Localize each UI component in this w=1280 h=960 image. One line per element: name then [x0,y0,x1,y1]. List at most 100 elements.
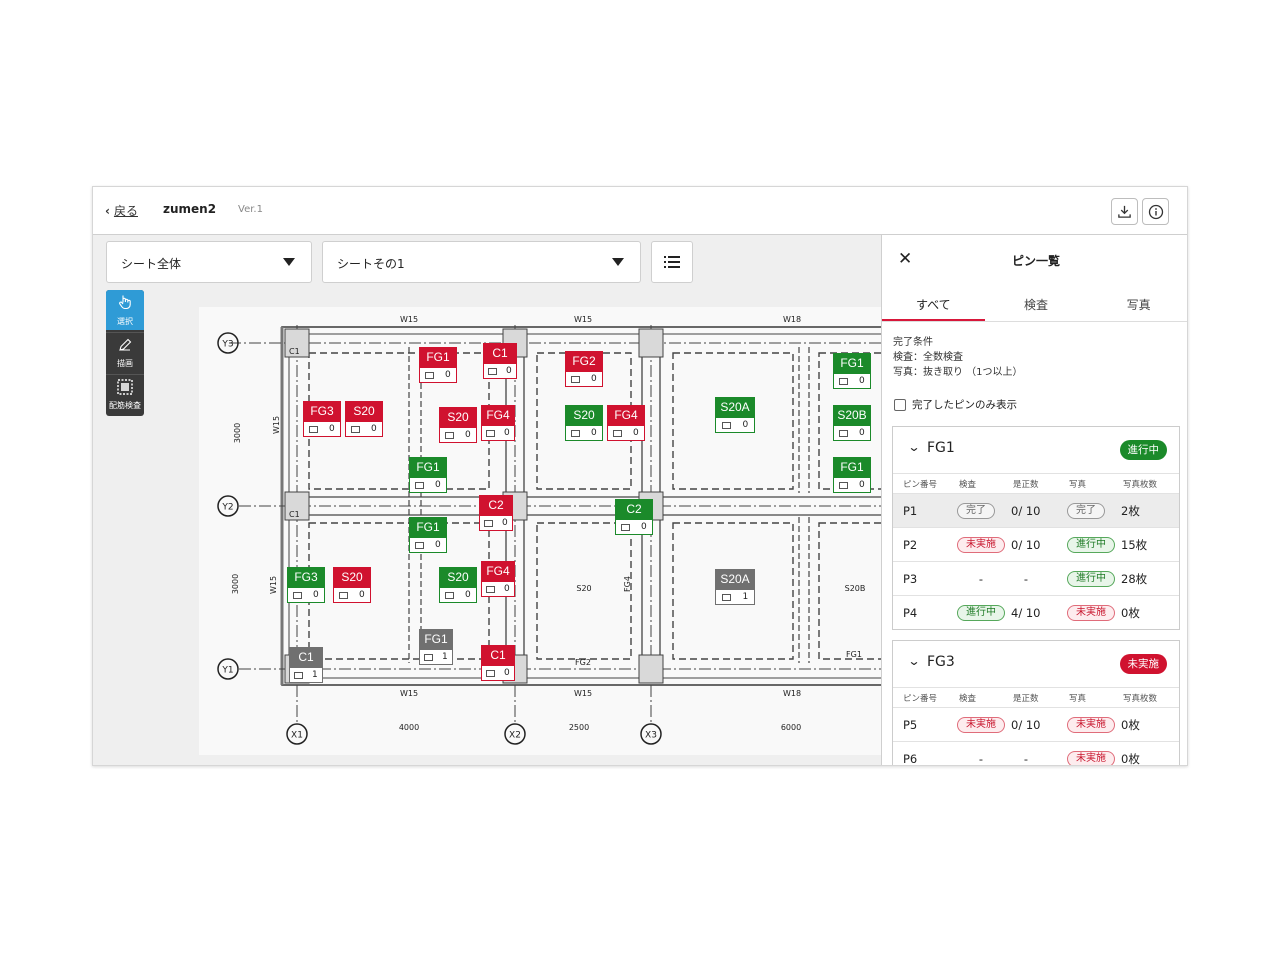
pin-photo-count: 0 [479,515,513,531]
side-beam-label: W15 [272,416,281,434]
drawing-pin[interactable]: FG4 0 [607,405,645,441]
status-pill: 未実施 [1067,750,1115,765]
pin-photo-count: 0 [565,425,603,441]
download-button[interactable] [1111,198,1138,225]
pin-photo-count: 0 [419,367,457,383]
inspection-status: 未実施 [957,528,1005,561]
sheet-page-select-value: シートその1 [337,257,405,271]
pin-group-header[interactable]: ⌄ FG1 進行中 [893,427,1179,473]
grid-label-x2: X2 [509,731,521,741]
tool-select[interactable]: 選択 [106,290,144,330]
table-row[interactable]: P6 - - 未実施 0枚 [893,741,1179,766]
drawing-pin[interactable]: S20A 1 [715,569,755,605]
photo-icon [839,377,849,385]
drawing-pin[interactable]: C2 0 [615,499,653,535]
inspection-status: - [978,751,984,766]
photo-status: 未実施 [1067,742,1115,765]
photo-icon [424,653,434,661]
status-pill: 未実施 [957,716,1005,733]
drawing-pin[interactable]: FG4 0 [481,405,515,441]
drawing-pin[interactable]: FG1 0 [409,457,447,493]
tool-draw[interactable]: 描画 [106,332,144,372]
drawing-canvas[interactable]: Y3 Y2 Y1 X1 X2 X3 W15 W15 W18 W15 W15 W1… [199,307,883,755]
pin-photo-count: 0 [565,371,603,387]
download-icon [1118,205,1131,218]
correction-count: 0/ 10 [1011,503,1041,518]
pin-count: 1 [742,592,749,602]
drawing-pin[interactable]: S20 0 [345,401,383,437]
drawing-pin[interactable]: C1 1 [289,647,323,683]
pin-label: S20B [833,405,871,425]
table-header: ピン番号 検査 是正数 写真 写真枚数 [893,473,1179,493]
beam-label: W18 [783,689,801,698]
pin-label: C2 [615,499,653,519]
photo-icon [488,367,498,375]
photo-icon [621,523,631,531]
tab-all[interactable]: すべて [882,285,985,321]
table-row[interactable]: P5 未実施 0/ 10 未実施 0枚 [893,707,1179,741]
photo-status: 未実施 [1067,708,1115,741]
drawing-pin[interactable]: FG1 0 [409,517,447,553]
photo-status: 未実施 [1067,596,1115,629]
pin-group-header[interactable]: ⌄ FG3 未実施 [893,641,1179,687]
completed-only-checkbox[interactable] [894,398,906,411]
dimension-label: 4000 [399,723,419,732]
table-row[interactable]: P1 完了 0/ 10 完了 2枚 [893,493,1179,527]
pin-photo-count: 0 [303,421,341,437]
table-row[interactable]: P3 - - 進行中 28枚 [893,561,1179,595]
table-row[interactable]: P2 未実施 0/ 10 進行中 15枚 [893,527,1179,561]
pin-count: 0 [858,376,865,386]
tab-photo[interactable]: 写真 [1126,298,1151,312]
completed-only-filter[interactable]: 完了したピンのみ表示 [894,397,1017,412]
photo-icon [839,481,849,489]
pin-list-panel: ✕ ピン一覧 すべて 検査 写真 完了条件 検査：全数検査 写真：抜き取り （1… [881,235,1187,766]
drawing-pin[interactable]: FG2 0 [565,351,603,387]
drawing-pin[interactable]: S20 0 [439,407,477,443]
drawing-pin[interactable]: FG1 0 [833,353,871,389]
pin-group-card: ⌄ FG1 進行中 ピン番号 検査 是正数 写真 写真枚数 P1 完了 0/ 10 完了 2枚 P2… [892,426,1180,630]
pin-group-name: FG3 [927,654,955,670]
drawing-pin[interactable]: C2 0 [479,495,513,531]
column-header: 写真 [1069,479,1087,490]
tool-rebar-inspection[interactable]: 配筋検査 [106,374,144,414]
pin-count: 0 [632,428,639,438]
column-label: C1 [289,510,300,519]
drawing-pin[interactable]: FG1 0 [419,347,457,383]
info-button[interactable] [1142,198,1169,225]
pin-label: C1 [483,343,517,363]
drawing-pin[interactable]: FG1 1 [419,629,453,665]
beam-label-fg4: FG4 [623,576,632,592]
pin-photo-count: 1 [419,649,453,665]
list-view-button[interactable] [651,241,693,283]
close-icon[interactable]: ✕ [898,249,913,269]
drawing-pin[interactable]: S20 0 [565,405,603,441]
beam-label-fg1: FG1 [846,650,862,659]
pin-number: P4 [903,605,918,620]
drawing-pin[interactable]: FG3 0 [287,567,325,603]
drawing-pin[interactable]: S20B 0 [833,405,871,441]
sheet-page-select[interactable]: シートその1 [322,241,641,283]
tab-inspection[interactable]: 検査 [1024,298,1049,312]
back-link[interactable]: ‹ 戻る [105,202,138,219]
drawing-pin[interactable]: C1 0 [483,343,517,379]
drawing-pin[interactable]: S20 0 [439,567,477,603]
photo-icon [309,425,319,433]
pin-photo-count: 0 [483,363,517,379]
beam-label: W15 [400,315,418,324]
completion-conditions: 完了条件 検査：全数検査 写真：抜き取り （1つ以上） [893,335,1023,380]
drawing-pin[interactable]: FG1 0 [833,457,871,493]
photo-status: 完了 [1067,494,1105,527]
drawing-pin[interactable]: S20 0 [333,567,371,603]
photo-icon [839,429,849,437]
pin-photo-count: 0 [833,477,871,493]
correction-count: - [1023,571,1029,586]
drawing-pin[interactable]: S20A 0 [715,397,755,433]
drawing-pin[interactable]: FG4 0 [481,561,515,597]
pin-count: 0 [370,424,377,434]
drawing-pin[interactable]: FG3 0 [303,401,341,437]
drawing-pin[interactable]: C1 0 [481,645,515,681]
pin-count: 0 [501,518,508,528]
sheet-select[interactable]: シート全体 [106,241,312,283]
table-row[interactable]: P4 進行中 4/ 10 未実施 0枚 [893,595,1179,629]
dashed-square-icon [117,379,133,395]
